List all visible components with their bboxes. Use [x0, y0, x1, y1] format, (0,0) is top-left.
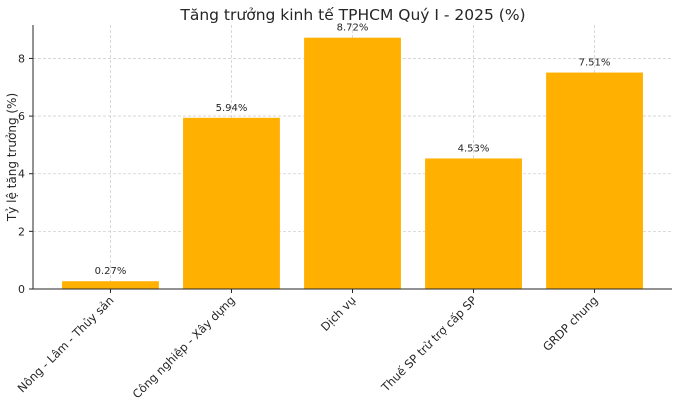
- data-label: 5.94%: [216, 103, 248, 114]
- bar: [304, 37, 401, 290]
- bar: [62, 281, 159, 289]
- chart-title: Tăng trưởng kinh tế TPHCM Quý I - 2025 (…: [179, 6, 525, 24]
- y-axis-label: Tỷ lệ tăng trưởng (%): [5, 93, 19, 222]
- x-tick-label: Công nghiệp - Xây dựng: [130, 293, 238, 401]
- data-label: 8.72%: [337, 23, 369, 34]
- bar: [183, 117, 280, 289]
- x-tick-label: Thuế SP trừ trợ cấp SP: [378, 293, 480, 395]
- data-label: 7.51%: [579, 58, 611, 69]
- bars: 0.27% 5.94% 8.72% 4.53% 7.51%: [62, 23, 643, 290]
- y-tick-label: 6: [18, 110, 25, 123]
- x-tick-label: Dịch vụ: [318, 293, 359, 334]
- x-tick-label: Nông - Lâm - Thủy sản: [15, 293, 117, 395]
- data-label: 0.27%: [95, 266, 127, 277]
- y-tick-label: 4: [18, 168, 25, 181]
- bar: [546, 72, 643, 289]
- data-label: 4.53%: [458, 143, 490, 154]
- bar: [425, 158, 522, 289]
- x-tick-label: GRDP chung: [540, 293, 601, 354]
- y-tick-label: 0: [18, 283, 25, 296]
- y-tick-label: 2: [18, 225, 25, 238]
- y-tick-label: 8: [18, 52, 25, 65]
